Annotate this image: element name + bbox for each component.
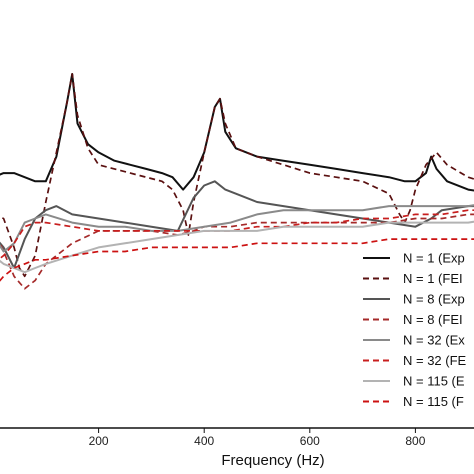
legend-label-6: N = 115 (E (403, 374, 465, 389)
series-line-1 (0, 73, 474, 278)
x-tick-label: 200 (89, 434, 109, 448)
series-line-0 (0, 73, 474, 192)
legend-label-0: N = 1 (Exp (403, 251, 465, 266)
plot-area: 200 400 600 800 (0, 73, 474, 448)
legend-label-5: N = 32 (FE (403, 353, 467, 368)
series-line-7 (0, 238, 474, 282)
x-axis-label: Frequency (Hz) (221, 452, 324, 469)
x-tick-label: 600 (300, 434, 320, 448)
x-tick-label: 400 (194, 434, 214, 448)
legend-label-1: N = 1 (FEI (403, 271, 463, 286)
legend-label-2: N = 8 (Exp (403, 292, 465, 307)
series-layer (0, 73, 474, 290)
series-line-6 (0, 220, 474, 274)
series-line-4 (0, 204, 474, 253)
legend-label-3: N = 8 (FEI (403, 312, 463, 327)
x-tick-label: 800 (405, 434, 425, 448)
x-ticks: 200 400 600 800 (89, 428, 426, 448)
legend-label-4: N = 32 (Ex (403, 333, 465, 348)
legend: N = 1 (Exp N = 1 (FEI N = 8 (Exp N = 8 (FEI… (363, 251, 467, 409)
series-line-2 (0, 180, 474, 269)
legend-label-7: N = 115 (F (403, 394, 464, 409)
